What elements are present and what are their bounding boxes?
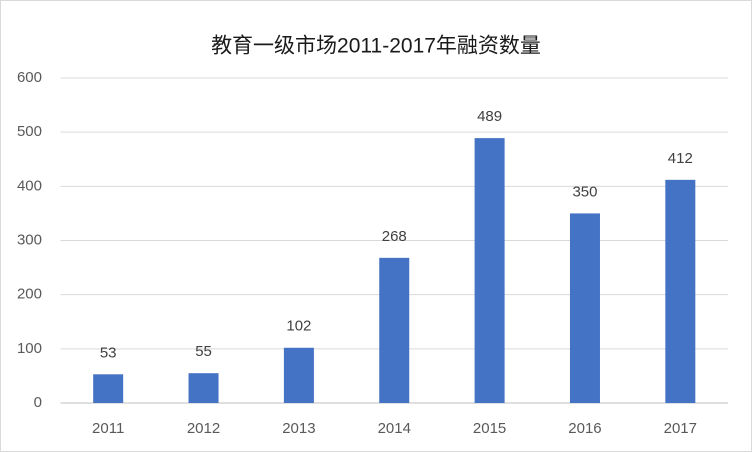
y-tick-label: 200: [17, 286, 42, 303]
bar: [569, 213, 600, 403]
y-tick-label: 300: [17, 231, 42, 248]
x-tick-label: 2011: [92, 420, 124, 437]
value-label: 350: [572, 183, 597, 200]
y-tick-label: 500: [17, 123, 42, 140]
bar: [665, 179, 696, 403]
x-tick-label: 2017: [664, 420, 697, 437]
bar: [283, 347, 314, 403]
value-label: 55: [195, 343, 212, 360]
bar: [379, 257, 410, 403]
bar: [474, 138, 505, 403]
x-tick-label: 2015: [473, 420, 506, 437]
value-label: 412: [668, 150, 693, 167]
bar: [93, 374, 124, 403]
bar: [188, 373, 219, 403]
x-tick-label: 2016: [568, 420, 601, 437]
value-label: 53: [100, 344, 117, 361]
y-tick-label: 100: [17, 340, 42, 357]
value-label: 102: [286, 318, 311, 335]
y-tick-label: 600: [17, 69, 42, 86]
x-tick-label: 2014: [378, 420, 411, 437]
value-label: 489: [477, 108, 502, 125]
x-tick-label: 2013: [282, 420, 315, 437]
y-tick-label: 0: [34, 394, 42, 411]
x-tick-label: 2012: [187, 420, 220, 437]
y-tick-label: 400: [17, 177, 42, 194]
value-label: 268: [382, 228, 407, 245]
chart-title: 教育一级市场2011-2017年融资数量: [211, 35, 541, 58]
